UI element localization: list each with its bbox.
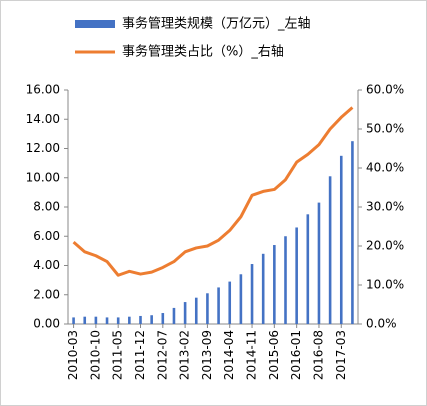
y-tick-label: 0.00: [33, 317, 60, 331]
bar: [306, 214, 310, 324]
y2-tick-label: 20.0%: [366, 239, 404, 253]
y2-tick-label: 10.0%: [366, 278, 404, 292]
y2-tick-label: 60.0%: [366, 83, 404, 97]
bar: [239, 274, 243, 324]
y-tick-label: 4.00: [33, 258, 60, 272]
y2-tick-label: 50.0%: [366, 122, 404, 136]
y2-tick-label: 30.0%: [366, 200, 404, 214]
bar: [339, 155, 343, 324]
x-tick-label: 2016-01: [289, 330, 303, 380]
x-tick-label: 2014-11: [245, 330, 259, 380]
legend-swatch: [75, 20, 115, 28]
y-tick-label: 12.00: [26, 141, 60, 155]
bar: [72, 317, 75, 324]
x-tick-label: 2010-10: [88, 330, 102, 380]
bar: [250, 264, 254, 324]
bar: [295, 227, 298, 324]
bar: [273, 245, 276, 324]
bar: [328, 176, 332, 324]
y-tick-label: 10.00: [26, 170, 60, 184]
x-tick-label: 2010-03: [66, 330, 80, 380]
line: [72, 106, 354, 277]
legend-label: 事务管理类占比（%）_右轴: [122, 44, 284, 60]
bar: [217, 287, 220, 324]
bar: [150, 315, 153, 324]
x-tick-label: 2017-03: [334, 330, 348, 380]
bar: [116, 317, 120, 324]
y2-tick-label: 40.0%: [366, 161, 404, 175]
y-tick-label: 8.00: [33, 200, 60, 214]
x-tick-label: 2013-09: [200, 330, 214, 380]
bar: [139, 315, 142, 324]
bar: [183, 302, 187, 324]
y-tick-label: 16.00: [26, 83, 60, 97]
x-tick-label: 2015-06: [267, 330, 281, 380]
bar: [351, 141, 354, 324]
bar: [94, 316, 98, 324]
y-tick-label: 14.00: [26, 112, 60, 126]
bar: [194, 297, 198, 324]
x-tick-label: 2012-07: [155, 330, 169, 380]
x-tick-label: 2013-02: [178, 330, 192, 380]
y-tick-label: 2.00: [33, 287, 60, 301]
x-tick-label: 2016-08: [311, 330, 325, 380]
y-tick-label: 6.00: [33, 229, 60, 243]
bar: [284, 236, 287, 324]
legend-label: 事务管理类规模（万亿元）_左轴: [122, 16, 311, 32]
bar: [317, 202, 321, 324]
bar: [161, 313, 165, 324]
bar: [128, 316, 131, 324]
y2-tick-label: 0.0%: [366, 317, 397, 331]
x-tick-label: 2011-05: [111, 330, 125, 380]
x-tick-label: 2014-04: [222, 330, 236, 380]
bar: [83, 316, 87, 324]
bar: [172, 307, 176, 324]
x-tick-label: 2011-12: [133, 330, 147, 380]
bar: [228, 281, 232, 324]
bar: [261, 253, 265, 324]
bar: [105, 317, 109, 324]
bar: [206, 293, 209, 324]
